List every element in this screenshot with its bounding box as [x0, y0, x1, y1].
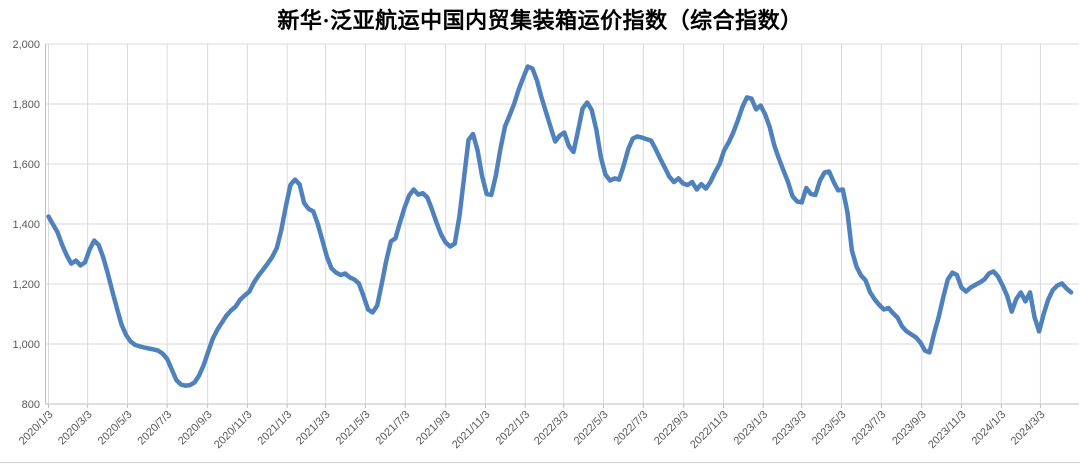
- x-tick-label: 2020/5/3: [96, 409, 135, 448]
- y-tick-label: 1,800: [12, 99, 40, 111]
- y-tick-label: 1,200: [12, 279, 40, 291]
- x-tick-label: 2020/7/3: [136, 409, 175, 448]
- y-tick-label: 800: [22, 399, 40, 411]
- x-tick-label: 2022/1/3: [494, 409, 533, 448]
- x-tick-label: 2023/9/3: [890, 409, 929, 448]
- x-tick-label: 2021/9/3: [414, 409, 453, 448]
- x-tick-label: 2021/3/3: [294, 409, 333, 448]
- x-tick-label: 2022/11/3: [688, 409, 731, 452]
- x-tick-label: 2021/7/3: [374, 409, 413, 448]
- x-tick-label: 2023/7/3: [850, 409, 889, 448]
- x-tick-label: 2022/3/3: [532, 409, 571, 448]
- bottom-divider: [0, 462, 1080, 463]
- x-tick-label: 2020/1/3: [17, 409, 56, 448]
- x-tick-label: 2023/11/3: [926, 409, 969, 452]
- x-tick-label: 2023/3/3: [770, 409, 809, 448]
- x-tick-label: 2022/9/3: [652, 409, 691, 448]
- x-tick-label: 2020/11/3: [212, 409, 255, 452]
- y-tick-label: 1,600: [12, 159, 40, 171]
- x-tick-label: 2024/1/3: [970, 409, 1009, 448]
- y-tick-label: 2,000: [12, 39, 40, 51]
- x-tick-label: 2021/11/3: [450, 409, 493, 452]
- x-tick-label: 2023/1/3: [732, 409, 771, 448]
- x-tick-label: 2020/9/3: [176, 409, 215, 448]
- x-tick-label: 2023/5/3: [810, 409, 849, 448]
- x-tick-label: 2022/5/3: [572, 409, 611, 448]
- x-tick-label: 2021/1/3: [256, 409, 295, 448]
- x-tick-label: 2020/3/3: [56, 409, 95, 448]
- y-tick-label: 1,000: [12, 339, 40, 351]
- x-tick-label: 2022/7/3: [612, 409, 651, 448]
- y-tick-label: 1,400: [12, 219, 40, 231]
- series-line: [46, 64, 1074, 388]
- chart-title: 新华·泛亚航运中国内贸集装箱运价指数（综合指数）: [277, 8, 803, 33]
- x-tick-label: 2024/3/3: [1009, 409, 1048, 448]
- x-tick-label: 2021/5/3: [334, 409, 373, 448]
